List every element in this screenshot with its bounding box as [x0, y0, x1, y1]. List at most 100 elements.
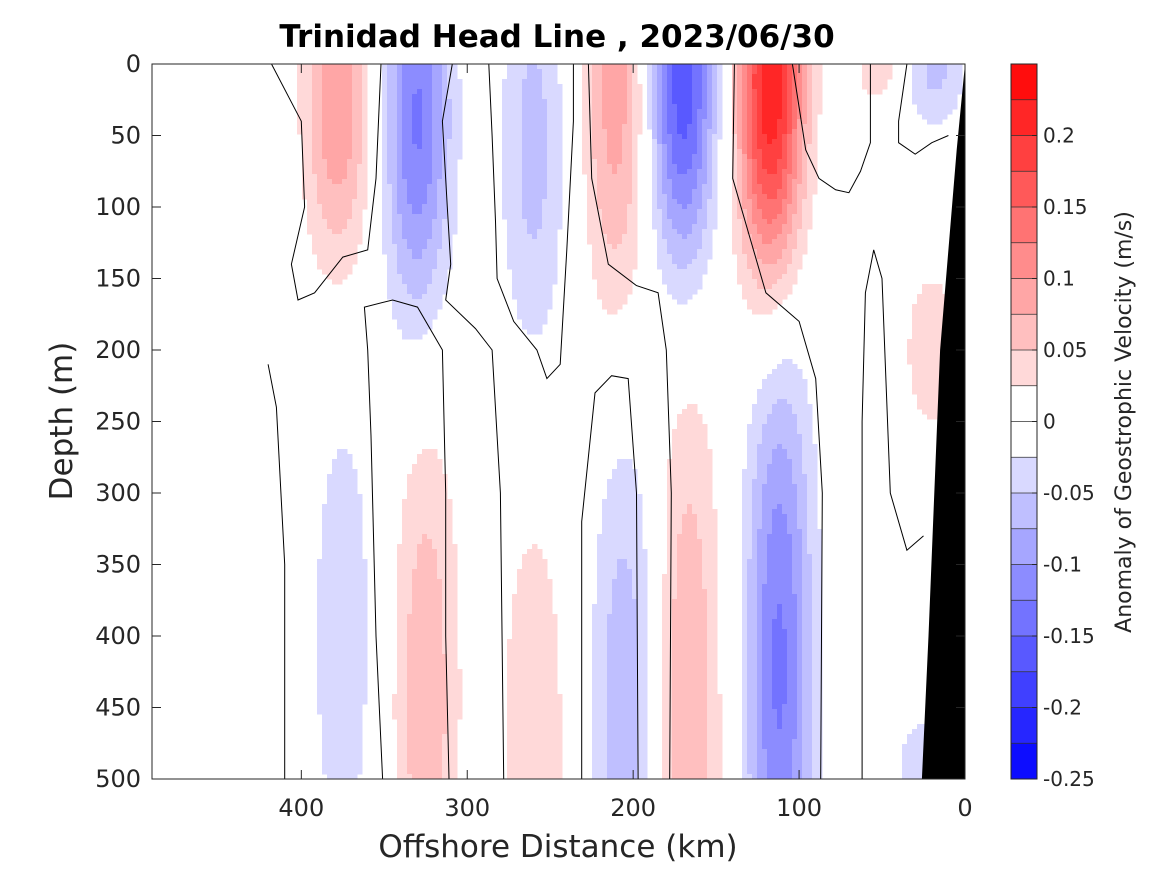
heat-cell — [802, 464, 808, 470]
heat-cell — [442, 84, 448, 90]
heat-cell — [502, 209, 508, 215]
heat-cell — [527, 119, 533, 125]
heat-cell — [412, 119, 418, 125]
heat-cell — [707, 514, 713, 520]
heat-cell — [342, 194, 348, 200]
heat-cell — [612, 134, 618, 140]
heat-cell — [782, 529, 788, 535]
heat-cell — [692, 159, 698, 165]
heat-cell — [877, 79, 883, 85]
heat-cell — [812, 159, 818, 165]
heat-cell — [602, 74, 608, 80]
heat-cell — [702, 514, 708, 520]
heat-cell — [622, 184, 628, 190]
heat-cell — [687, 524, 693, 530]
heat-cell — [547, 64, 553, 70]
heat-cell — [707, 134, 713, 140]
heat-cell — [547, 109, 553, 115]
heat-cell — [397, 119, 403, 125]
heat-cell — [582, 99, 588, 105]
heat-cell — [387, 204, 393, 210]
heat-cell — [752, 439, 758, 445]
heat-cell — [342, 504, 348, 510]
heat-cell — [512, 169, 518, 175]
heat-cell — [622, 204, 628, 210]
heat-cell — [347, 104, 353, 110]
heat-cell — [817, 74, 823, 80]
heat-cell — [597, 294, 603, 300]
heat-cell — [337, 139, 343, 145]
heat-cell — [427, 299, 433, 305]
heat-cell — [407, 274, 413, 280]
heat-cell — [542, 204, 548, 210]
heat-cell — [652, 104, 658, 110]
heat-cell — [752, 259, 758, 265]
heat-cell — [337, 84, 343, 90]
heat-cell — [627, 519, 633, 525]
heat-cell — [807, 209, 813, 215]
heat-cell — [702, 79, 708, 85]
heat-cell — [552, 139, 558, 145]
heat-cell — [682, 69, 688, 75]
heat-cell — [682, 159, 688, 165]
heat-cell — [432, 149, 438, 155]
heat-cell — [687, 184, 693, 190]
heat-cell — [322, 249, 328, 255]
heat-cell — [937, 324, 943, 330]
heat-cell — [672, 264, 678, 270]
heat-cell — [322, 269, 328, 275]
heat-cell — [432, 219, 438, 225]
heat-cell — [507, 219, 513, 225]
heat-cell — [787, 134, 793, 140]
heat-cell — [952, 79, 958, 85]
heat-cell — [702, 139, 708, 145]
heat-cell — [392, 304, 398, 310]
heat-cell — [297, 94, 303, 100]
heat-cell — [452, 154, 458, 160]
heat-cell — [707, 169, 713, 175]
heat-cell — [802, 379, 808, 385]
heat-cell — [552, 109, 558, 115]
heat-cell — [537, 304, 543, 310]
heat-cell — [412, 299, 418, 305]
heat-cell — [597, 64, 603, 70]
heat-cell — [342, 159, 348, 165]
heat-cell — [302, 159, 308, 165]
heat-cell — [437, 279, 443, 285]
heat-cell — [412, 124, 418, 130]
heat-cell — [547, 264, 553, 270]
heat-cell — [927, 294, 933, 300]
heat-cell — [602, 114, 608, 120]
heat-cell — [552, 224, 558, 230]
heat-cell — [797, 404, 803, 410]
heat-cell — [877, 74, 883, 80]
heat-cell — [552, 179, 558, 185]
heat-cell — [527, 179, 533, 185]
heat-cell — [782, 259, 788, 265]
heat-cell — [432, 159, 438, 165]
heat-cell — [362, 169, 368, 175]
heat-cell — [337, 464, 343, 470]
heat-cell — [427, 324, 433, 330]
heat-cell — [332, 184, 338, 190]
heat-cell — [662, 89, 668, 95]
heat-cell — [622, 499, 628, 505]
heat-cell — [507, 254, 513, 260]
heat-cell — [437, 494, 443, 500]
heat-cell — [792, 249, 798, 255]
heat-cell — [327, 229, 333, 235]
heat-cell — [697, 469, 703, 475]
heat-cell — [917, 399, 923, 405]
heat-cell — [792, 144, 798, 150]
heat-cell — [437, 194, 443, 200]
heat-cell — [812, 444, 818, 450]
heat-cell — [537, 279, 543, 285]
heat-cell — [427, 319, 433, 325]
heat-cell — [407, 244, 413, 250]
heat-cell — [517, 179, 523, 185]
heat-cell — [817, 99, 823, 105]
heat-cell — [387, 264, 393, 270]
heat-cell — [937, 289, 943, 295]
heat-cell — [697, 234, 703, 240]
heat-cell — [767, 309, 773, 315]
